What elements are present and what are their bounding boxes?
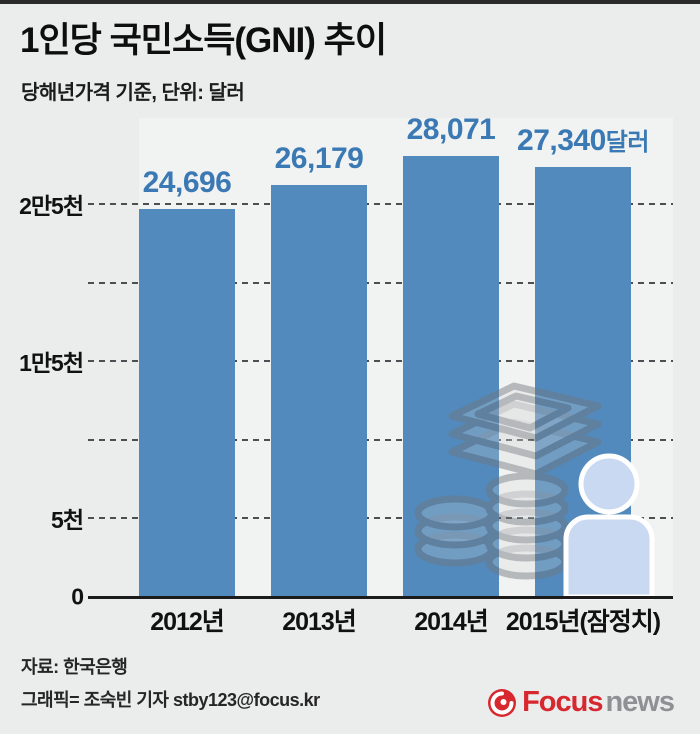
chart-subtitle: 당해년가격 기준, 단위: 달러 — [21, 82, 245, 104]
y-tick-label-15000: 1만5천 — [19, 350, 84, 377]
y-tick-label-25000: 2만5천 — [19, 193, 84, 219]
gridline-15000 — [88, 360, 673, 363]
x-axis-line — [88, 596, 673, 599]
y-tick-label-0: 0 — [71, 583, 84, 610]
bar-2015년(잠정치) — [535, 167, 631, 597]
value-label-2012년: 24,696 — [142, 165, 232, 199]
top-border — [0, 0, 700, 4]
page-title: 1인당 국민소득(GNI) 추이 — [20, 21, 387, 60]
logo-text-news: news — [605, 686, 675, 718]
x-tick-label-2015년(잠정치): 2015년(잠정치) — [505, 608, 661, 636]
credit-note: 그래픽= 조숙빈 기자 stby123@focus.kr — [21, 690, 320, 710]
value-label-2015년(잠정치): 27,340달러 — [517, 124, 650, 158]
value-label-2014년: 28,071 — [406, 112, 496, 146]
value-suffix: 달러 — [605, 129, 650, 157]
bar-2012년 — [139, 208, 235, 597]
gridline-5000 — [88, 517, 673, 520]
gridline-20000 — [88, 281, 673, 284]
value-label-2013년: 26,179 — [274, 142, 364, 176]
bar-2013년 — [271, 185, 367, 597]
x-tick-label-2012년: 2012년 — [150, 608, 225, 636]
gridline-10000 — [88, 438, 673, 441]
y-tick-label-5000: 5천 — [51, 507, 84, 534]
focusnews-logo: Focus news — [487, 686, 675, 719]
source-note: 자료: 한국은행 — [21, 657, 128, 677]
x-tick-label-2014년: 2014년 — [414, 608, 489, 636]
gridline-25000 — [88, 203, 673, 205]
focus-logo-icon — [488, 688, 517, 717]
bar-2014년 — [403, 155, 499, 597]
logo-text-focus: Focus — [522, 686, 603, 718]
x-tick-label-2013년: 2013년 — [282, 608, 357, 636]
